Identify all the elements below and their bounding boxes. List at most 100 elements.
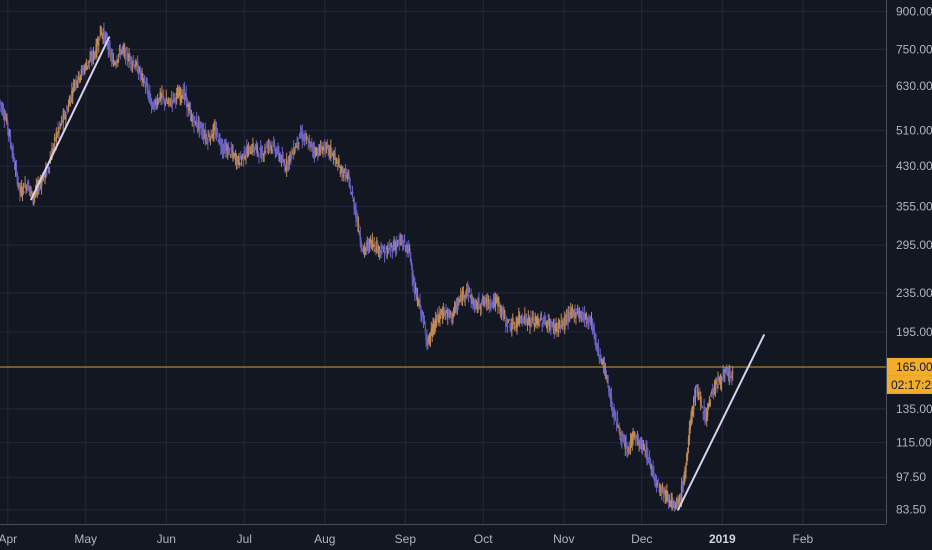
- candle-body: [361, 247, 363, 251]
- trend-line[interactable]: [30, 36, 111, 201]
- candle-body: [154, 99, 156, 101]
- candle-body: [225, 145, 227, 150]
- candle-body: [58, 127, 60, 133]
- candle-body: [591, 318, 594, 331]
- candle-body: [101, 33, 103, 35]
- candle-body: [33, 197, 35, 199]
- candle-body: [192, 115, 194, 121]
- candle-body: [345, 171, 348, 173]
- candle-body: [417, 299, 420, 305]
- candle-body: [716, 386, 718, 389]
- candle-body: [698, 396, 700, 399]
- candle-body: [17, 182, 19, 185]
- candle-body: [195, 121, 197, 126]
- candle-body: [721, 377, 724, 381]
- candle-body: [538, 319, 540, 326]
- candle-body: [633, 436, 635, 437]
- candle-body: [187, 104, 189, 107]
- candle-body: [665, 491, 667, 498]
- candle-body: [719, 374, 722, 385]
- candle-body: [294, 146, 297, 149]
- candle-body: [149, 97, 152, 105]
- candle-body: [239, 162, 241, 166]
- candle-body: [169, 103, 172, 106]
- candle-body: [599, 354, 601, 357]
- candle-body: [78, 78, 81, 81]
- candle-body: [394, 245, 396, 249]
- candle-body: [699, 396, 702, 403]
- candle-body: [70, 97, 72, 100]
- x-tick-label: 2019: [709, 532, 736, 546]
- y-tick-label: 630.00: [896, 79, 932, 93]
- candle-body: [614, 414, 616, 417]
- candle-body: [14, 163, 16, 169]
- candle-body: [20, 187, 22, 193]
- candle-body: [10, 145, 12, 150]
- candle-body: [313, 149, 316, 155]
- candle-body: [376, 245, 378, 252]
- candle-body: [383, 246, 386, 257]
- candle-body: [146, 84, 148, 91]
- candle-body: [76, 81, 78, 86]
- candle-body: [651, 472, 653, 474]
- candle-body: [250, 151, 252, 155]
- candle-body: [570, 310, 573, 313]
- candle-body: [91, 58, 93, 61]
- candle-body: [3, 115, 6, 120]
- candle-body: [244, 156, 246, 159]
- candle-body: [703, 406, 705, 414]
- candle-body: [337, 165, 339, 170]
- candle-body: [172, 95, 174, 97]
- candle-body: [214, 126, 216, 130]
- candle-body: [210, 130, 213, 137]
- candle-body: [580, 314, 582, 316]
- candle-body: [530, 317, 532, 321]
- y-tick-label: 135.00: [896, 402, 932, 416]
- candle-body: [62, 114, 64, 122]
- candle-body: [176, 91, 179, 93]
- candle-body: [387, 249, 389, 253]
- candle-body: [86, 65, 89, 67]
- candle-body: [342, 169, 344, 177]
- candle-body: [295, 144, 297, 149]
- candle-body: [5, 118, 7, 120]
- candle-body: [296, 142, 298, 146]
- candle-body: [102, 34, 104, 39]
- candle-body: [240, 154, 242, 159]
- candle-body: [349, 178, 351, 186]
- candle-body: [550, 322, 553, 324]
- drawing-layer[interactable]: [0, 36, 886, 511]
- candle-body: [731, 371, 733, 378]
- candle-body: [439, 315, 441, 319]
- candle-body: [453, 307, 455, 316]
- trend-line[interactable]: [677, 334, 765, 511]
- candle-body: [59, 123, 61, 126]
- candle-body: [343, 169, 346, 171]
- candle-body: [424, 329, 426, 331]
- candle-body: [363, 246, 365, 253]
- candle-body: [501, 311, 504, 315]
- candle-body: [183, 87, 186, 98]
- candle-body: [270, 146, 272, 149]
- candle-body: [696, 387, 698, 390]
- candle-body: [650, 465, 652, 469]
- candle-body: [324, 142, 326, 151]
- candle-body: [722, 373, 724, 375]
- candle-body: [450, 315, 452, 319]
- candle-body: [152, 102, 154, 110]
- candle-body: [576, 311, 579, 314]
- candle-body: [98, 43, 100, 46]
- candle-body: [615, 412, 617, 422]
- candle-body: [521, 318, 523, 321]
- candle-body: [621, 431, 623, 442]
- candle-body: [551, 323, 554, 326]
- candle-body: [149, 91, 151, 100]
- candle-body: [642, 446, 645, 448]
- candle-body: [603, 362, 606, 370]
- candle-body: [579, 311, 581, 313]
- candle-body: [287, 160, 290, 165]
- candle-body: [507, 319, 510, 324]
- x-tick-label: Nov: [553, 532, 574, 546]
